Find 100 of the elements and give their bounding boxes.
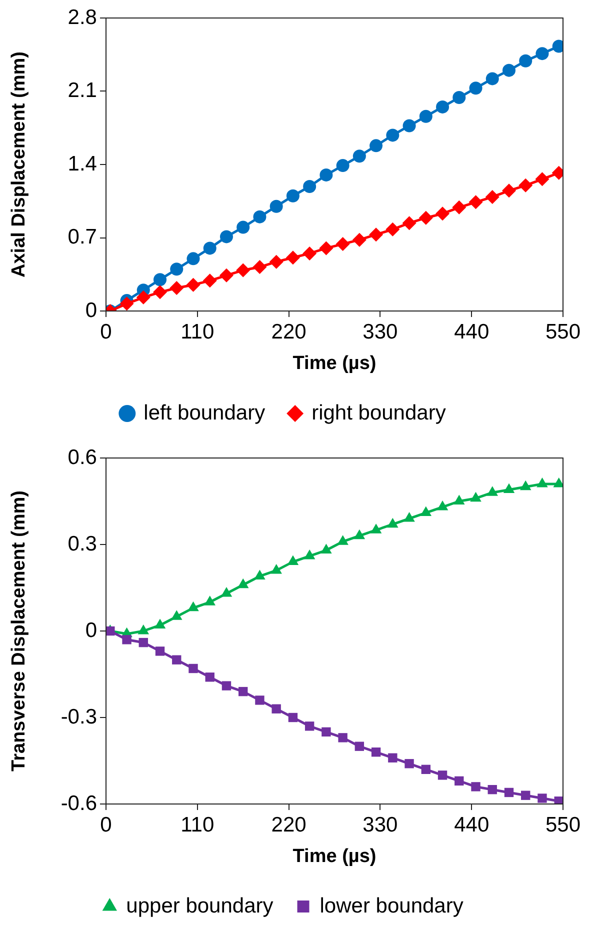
point	[122, 635, 132, 644]
point	[521, 790, 530, 800]
y-tick-label: 0.3	[68, 532, 97, 556]
point	[386, 222, 400, 236]
point	[419, 110, 432, 123]
legend-label: upper boundary	[126, 894, 274, 918]
y-axis-title: Axial Displacement (mm)	[8, 52, 30, 278]
legend-label: left boundary	[144, 401, 266, 424]
point	[170, 262, 184, 276]
point	[503, 483, 515, 493]
point	[502, 64, 516, 77]
point	[220, 587, 232, 597]
point	[203, 242, 216, 255]
x-tick-label: 0	[100, 813, 112, 836]
point	[255, 696, 264, 705]
point	[520, 480, 532, 490]
point	[436, 100, 450, 114]
point	[338, 733, 348, 742]
point	[272, 704, 281, 714]
point	[136, 290, 150, 304]
y-tick-label: -0.6	[60, 792, 97, 815]
point	[188, 664, 198, 674]
point	[486, 486, 498, 496]
point	[236, 220, 250, 234]
x-tick-label: 220	[271, 320, 306, 344]
point	[553, 477, 563, 488]
point	[120, 296, 134, 311]
point	[404, 759, 414, 768]
point	[470, 492, 482, 502]
x-tick-label: 550	[545, 813, 581, 836]
legend-label: right boundary	[312, 401, 446, 424]
point	[186, 278, 200, 292]
point	[519, 54, 532, 68]
y-tick-label: -0.3	[60, 705, 97, 728]
point	[370, 524, 382, 534]
point	[153, 285, 168, 300]
point	[387, 518, 398, 528]
point	[253, 210, 266, 224]
point	[288, 712, 298, 722]
point	[488, 784, 497, 794]
point	[336, 159, 350, 172]
point	[468, 195, 483, 210]
point	[486, 72, 499, 86]
point	[454, 776, 464, 786]
point	[254, 570, 266, 580]
point	[536, 47, 549, 60]
point	[538, 794, 547, 803]
point	[172, 655, 182, 664]
y-tick-label: 0.7	[68, 226, 97, 249]
point	[222, 681, 232, 690]
point	[536, 477, 548, 488]
point	[388, 753, 398, 762]
x-tick-label: 0	[100, 320, 112, 344]
y-tick-label: 0	[85, 298, 97, 322]
point	[304, 550, 316, 560]
point	[138, 624, 150, 634]
point	[386, 128, 400, 142]
x-tick-label: 330	[362, 813, 398, 836]
point	[404, 512, 415, 522]
point	[154, 618, 166, 628]
point	[236, 263, 250, 278]
point	[302, 246, 317, 260]
y-tick-label: 0	[85, 618, 97, 642]
x-tick-label: 220	[271, 813, 306, 836]
point	[270, 200, 283, 213]
point	[337, 535, 348, 545]
x-axis-title: Time (µs)	[292, 846, 376, 867]
point	[304, 722, 314, 731]
y-axis-title: Transverse Displacement (mm)	[8, 490, 30, 772]
point	[238, 686, 248, 696]
point	[452, 91, 466, 104]
point	[354, 742, 364, 751]
point	[320, 544, 332, 554]
point	[554, 796, 563, 804]
point	[352, 150, 366, 163]
point	[436, 500, 448, 510]
point	[205, 672, 214, 682]
point	[370, 139, 383, 152]
y-tick-label: 2.8	[68, 6, 97, 29]
point	[188, 601, 199, 612]
point	[138, 638, 148, 648]
point	[171, 610, 182, 620]
point	[436, 206, 450, 221]
point	[418, 210, 433, 225]
point	[186, 252, 200, 266]
point	[485, 190, 500, 204]
point	[420, 506, 432, 516]
point	[320, 168, 333, 182]
point	[154, 273, 167, 286]
point	[287, 555, 299, 566]
point	[252, 260, 267, 274]
x-tick-label: 440	[454, 320, 490, 344]
point	[354, 529, 366, 540]
point	[438, 770, 448, 780]
point	[322, 727, 331, 737]
point	[270, 564, 282, 574]
x-tick-label: 440	[454, 813, 490, 836]
point	[535, 172, 550, 186]
point	[371, 748, 381, 757]
x-axis-title: Time (µs)	[292, 352, 376, 374]
